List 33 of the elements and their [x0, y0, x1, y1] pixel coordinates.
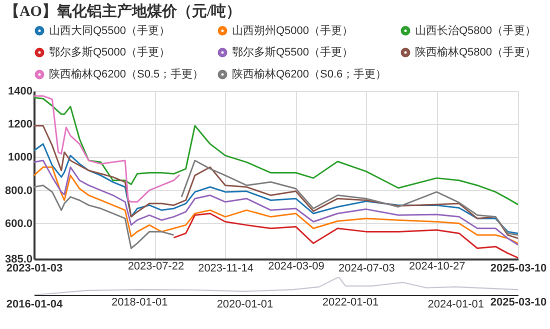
y-tick-label: 1200	[8, 118, 32, 131]
x-tick-label: 2023-11-14	[198, 262, 254, 274]
x-tick-label: 2025-03-10	[490, 296, 547, 308]
legend-label: 鄂尔多斯Q5000（手更）	[49, 46, 170, 58]
line-series	[34, 95, 180, 203]
x-tick-label: 2023-07-22	[128, 260, 184, 272]
legend-label: 山西朔州Q5000（手更）	[232, 24, 354, 37]
x-tick-label: 2023-01-03	[6, 262, 63, 274]
legend-label: 陕西榆林Q5800（手更）	[415, 46, 536, 58]
line-series	[172, 212, 518, 259]
x-tick-label: 2025-03-10	[490, 262, 547, 274]
x-tick-label: 2020-01-01	[216, 298, 274, 310]
line-series	[34, 125, 518, 240]
y-tick-label: 600.0	[4, 218, 32, 230]
x-tick-label: 2016-01-04	[6, 298, 64, 310]
y-tick-label: 800.0	[4, 184, 32, 197]
legend-label: 鄂尔多斯Q5500（手更）	[232, 46, 354, 58]
x-tick-label: 2024-03-09	[268, 260, 324, 272]
x-tick-label: 2024-07-03	[338, 262, 395, 274]
y-tick-label: 1000	[8, 152, 32, 164]
x-tick-label: 2018-01-01	[111, 296, 168, 308]
chart-title: 【AO】氧化铝主产地煤价（元/吨）	[4, 2, 242, 20]
line-series	[34, 96, 518, 206]
line-series	[34, 143, 518, 234]
y-tick-label: 1400	[8, 86, 32, 98]
x-tick-label: 2022-01-01	[322, 296, 379, 308]
legend-label: 山西长治Q5800（手更）	[415, 24, 536, 37]
legend-label: 陕西榆林Q6200（S0.5；手更）	[49, 68, 204, 80]
x-tick-label: 2024-01-01	[428, 298, 484, 310]
legend-label: 陕西榆林Q6200（S0.6；手更）	[232, 68, 387, 80]
y-tick-label: 385.0	[4, 254, 32, 266]
x-tick-label: 2024-10-27	[408, 260, 466, 272]
legend-label: 山西大同Q5500（手更）	[49, 24, 170, 37]
